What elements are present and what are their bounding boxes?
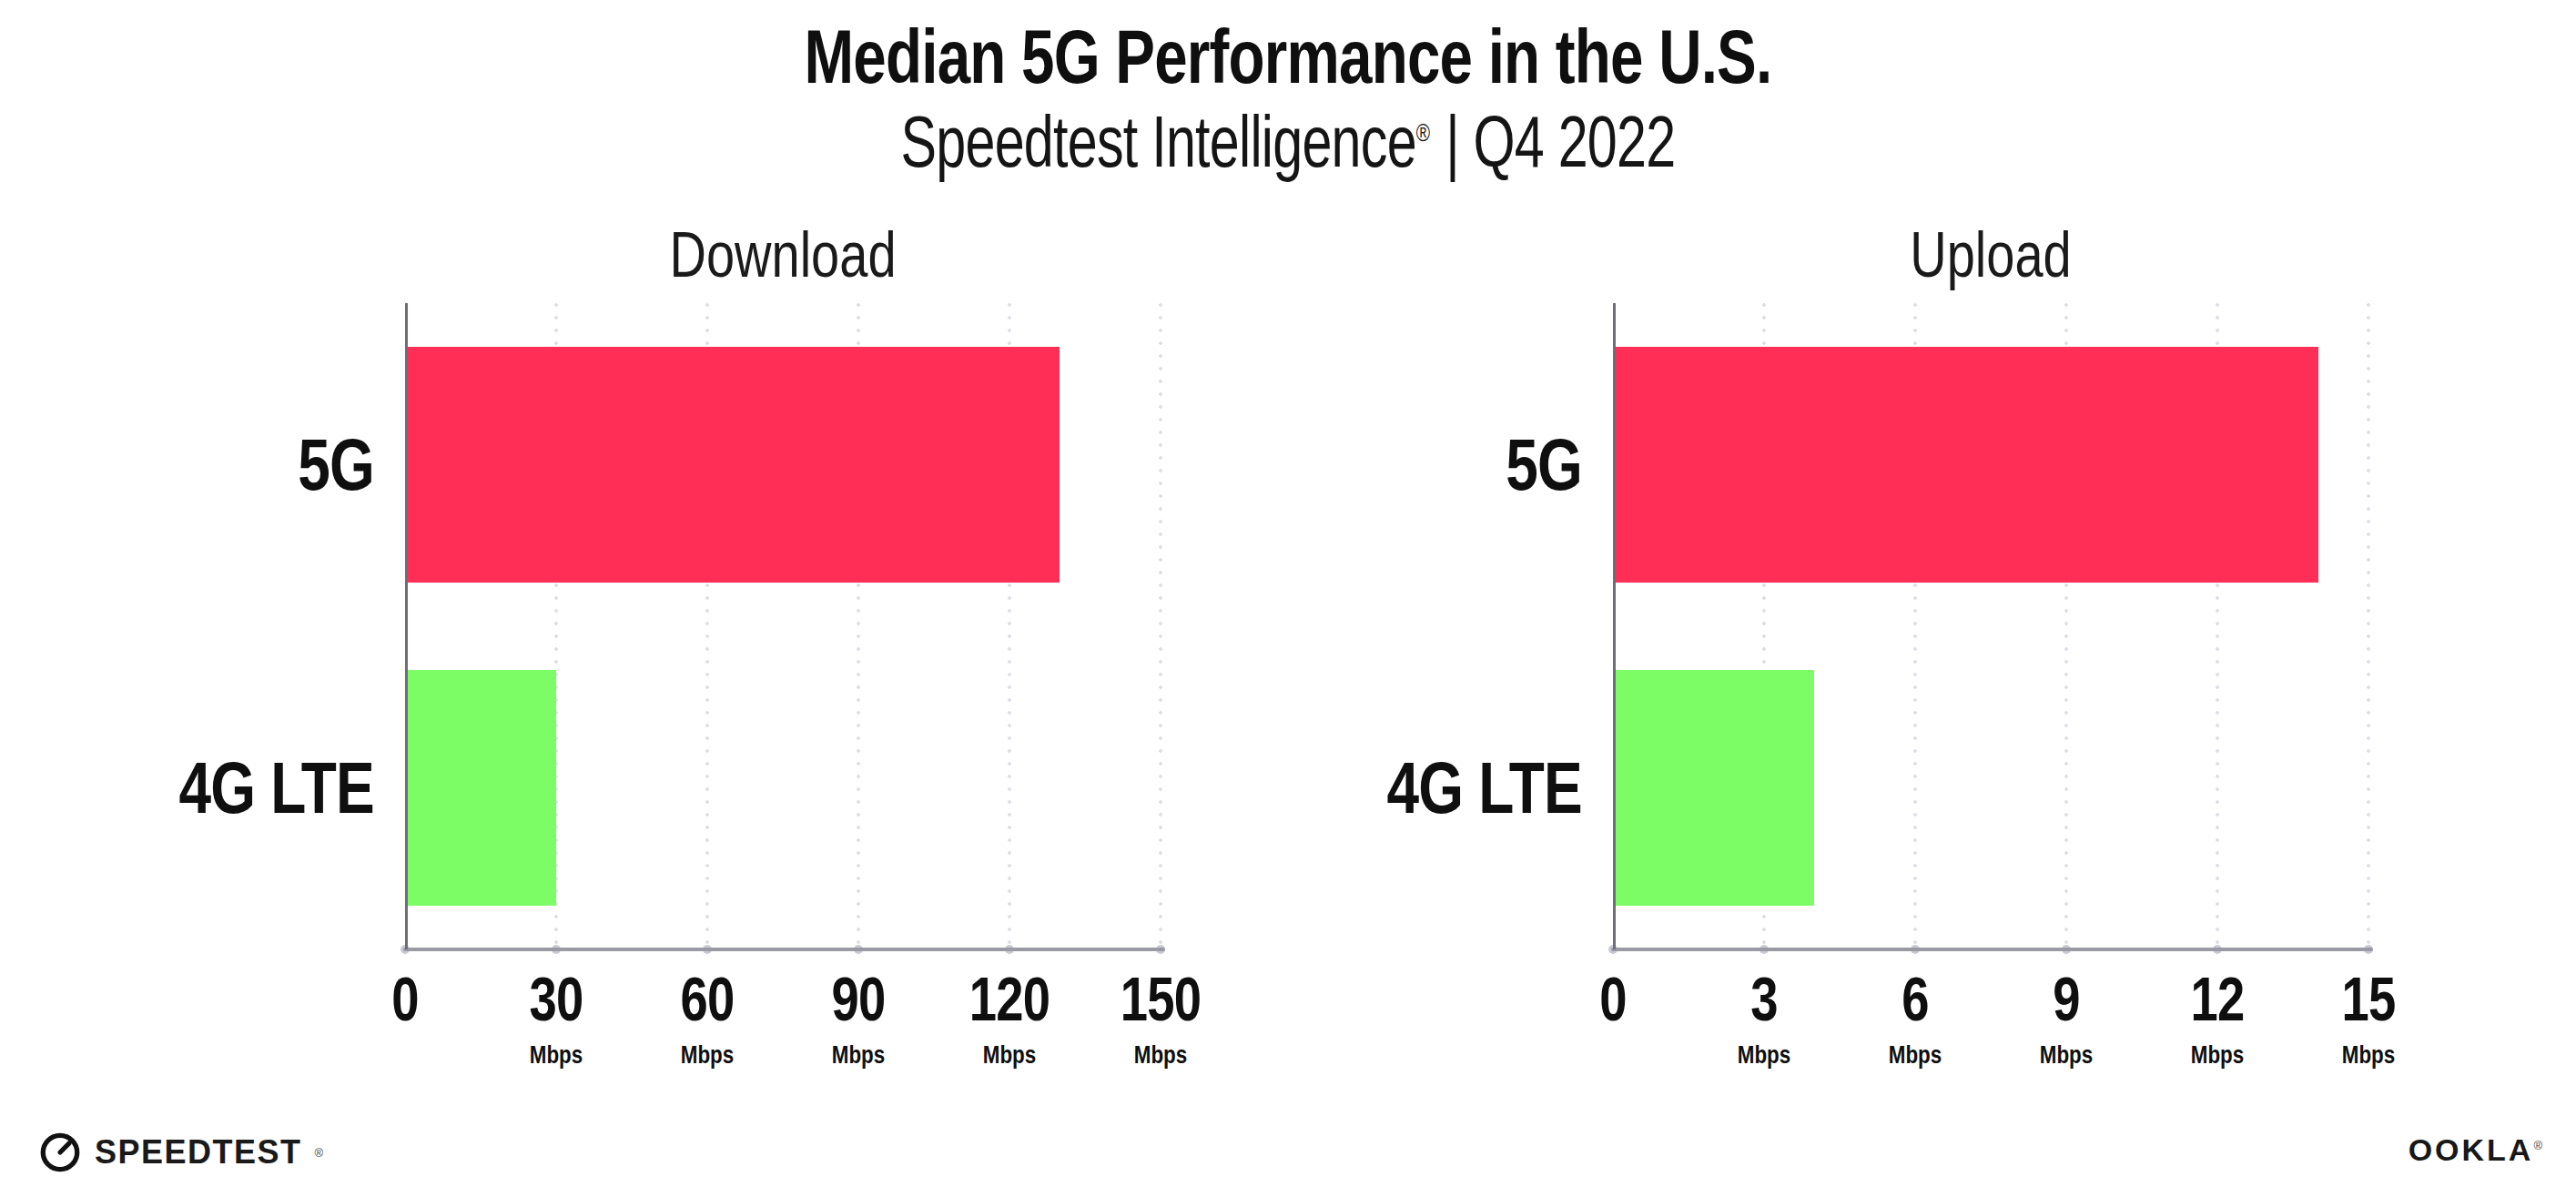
- x-tick-value: 9: [2040, 967, 2093, 1031]
- category-labels: 5G4G LTE: [1346, 303, 1613, 949]
- x-tick: 6 Mbps: [1889, 967, 1942, 1071]
- category-label-4g-lte: 4G LTE: [1369, 626, 1582, 949]
- x-tick: 0: [391, 967, 418, 1071]
- page-subtitle: Speedtest Intelligence® | Q4 2022: [335, 100, 2241, 184]
- y-axis-line: [405, 303, 408, 949]
- ookla-wordmark: OOKLA: [2409, 1132, 2534, 1167]
- x-tick-value: 120: [969, 967, 1050, 1031]
- bar-5g: [405, 347, 1060, 583]
- x-tick: 30 Mbps: [530, 967, 583, 1071]
- x-tick: 12 Mbps: [2191, 967, 2245, 1071]
- x-tick-unit: [1599, 1040, 1626, 1071]
- x-tick: 150 Mbps: [1121, 967, 1201, 1071]
- category-label-5g: 5G: [1369, 303, 1582, 626]
- bar-band: [405, 303, 1161, 626]
- x-tick-value: 0: [1599, 967, 1626, 1031]
- x-tick: 3 Mbps: [1738, 967, 1790, 1071]
- x-tick-unit: Mbps: [2191, 1040, 2245, 1071]
- x-tick: 60 Mbps: [681, 967, 735, 1071]
- x-tick-value: 30: [530, 967, 583, 1031]
- x-axis-line: [403, 948, 1165, 951]
- speedtest-logo: SPEEDTEST ®: [38, 1129, 323, 1176]
- page: Median 5G Performance in the U.S. Speedt…: [0, 0, 2576, 1197]
- x-tick-value: 90: [832, 967, 886, 1031]
- x-tick-value: 0: [391, 967, 418, 1031]
- category-label-5g: 5G: [159, 303, 374, 626]
- chart-title-upload: Upload: [1689, 218, 2293, 291]
- chart-upload: Upload 5G4G LTE 03Mbps6Mbps9Mbps12Mbps15…: [1346, 218, 2368, 1156]
- bar-band: [1613, 626, 2368, 949]
- subtitle-period: | Q4 2022: [1445, 101, 1675, 182]
- plot-area-download: [405, 303, 1161, 949]
- x-tick-unit: Mbps: [2342, 1040, 2396, 1071]
- ookla-registered-mark: ®: [2533, 1139, 2545, 1152]
- plot-area-upload: [1613, 303, 2368, 949]
- bar-4g-lte: [405, 670, 556, 906]
- x-tick-value: 60: [681, 967, 735, 1031]
- registered-mark: ®: [1416, 118, 1430, 147]
- x-tick: 9 Mbps: [2040, 967, 2093, 1071]
- x-tick-unit: Mbps: [2040, 1040, 2093, 1071]
- x-tick: 120 Mbps: [969, 967, 1050, 1071]
- chart-title-download: Download: [481, 218, 1085, 291]
- bar-band: [1613, 303, 2368, 626]
- subtitle-brand: Speedtest Intelligence: [901, 101, 1416, 182]
- chart-download: Download 5G4G LTE 030Mbps60Mbps90Mbps120…: [137, 218, 1161, 1156]
- speedtest-trademark: ®: [315, 1146, 324, 1160]
- x-tick-value: 12: [2191, 967, 2245, 1031]
- x-tick: 0: [1599, 967, 1626, 1071]
- bar-band: [405, 626, 1161, 949]
- y-axis-line: [1613, 303, 1616, 949]
- x-tick-unit: [391, 1040, 418, 1071]
- x-tick-unit: Mbps: [832, 1040, 886, 1071]
- x-tick-unit: Mbps: [681, 1040, 735, 1071]
- x-tick-labels: 030Mbps60Mbps90Mbps120Mbps150Mbps: [405, 967, 1161, 1131]
- x-tick-unit: Mbps: [1121, 1040, 1201, 1071]
- bar-5g: [1613, 347, 2318, 583]
- x-tick-unit: Mbps: [530, 1040, 583, 1071]
- x-tick: 90 Mbps: [832, 967, 886, 1071]
- category-label-4g-lte: 4G LTE: [159, 626, 374, 949]
- ookla-logo: OOKLA®: [2409, 1134, 2545, 1165]
- category-labels: 5G4G LTE: [137, 303, 405, 949]
- x-tick-value: 150: [1121, 967, 1201, 1031]
- x-tick-unit: Mbps: [1889, 1040, 1942, 1071]
- bar-4g-lte: [1613, 670, 1814, 906]
- x-tick-value: 6: [1889, 967, 1942, 1031]
- x-tick: 15 Mbps: [2342, 967, 2396, 1071]
- page-title: Median 5G Performance in the U.S.: [283, 13, 2292, 101]
- x-tick-labels: 03Mbps6Mbps9Mbps12Mbps15Mbps: [1613, 967, 2368, 1131]
- x-axis-line: [1611, 948, 2373, 951]
- x-tick-value: 15: [2342, 967, 2396, 1031]
- x-tick-value: 3: [1738, 967, 1790, 1031]
- x-tick-unit: Mbps: [969, 1040, 1050, 1071]
- speedtest-wordmark: SPEEDTEST: [95, 1136, 302, 1169]
- x-tick-unit: Mbps: [1738, 1040, 1790, 1071]
- speedtest-gauge-icon: [38, 1131, 82, 1174]
